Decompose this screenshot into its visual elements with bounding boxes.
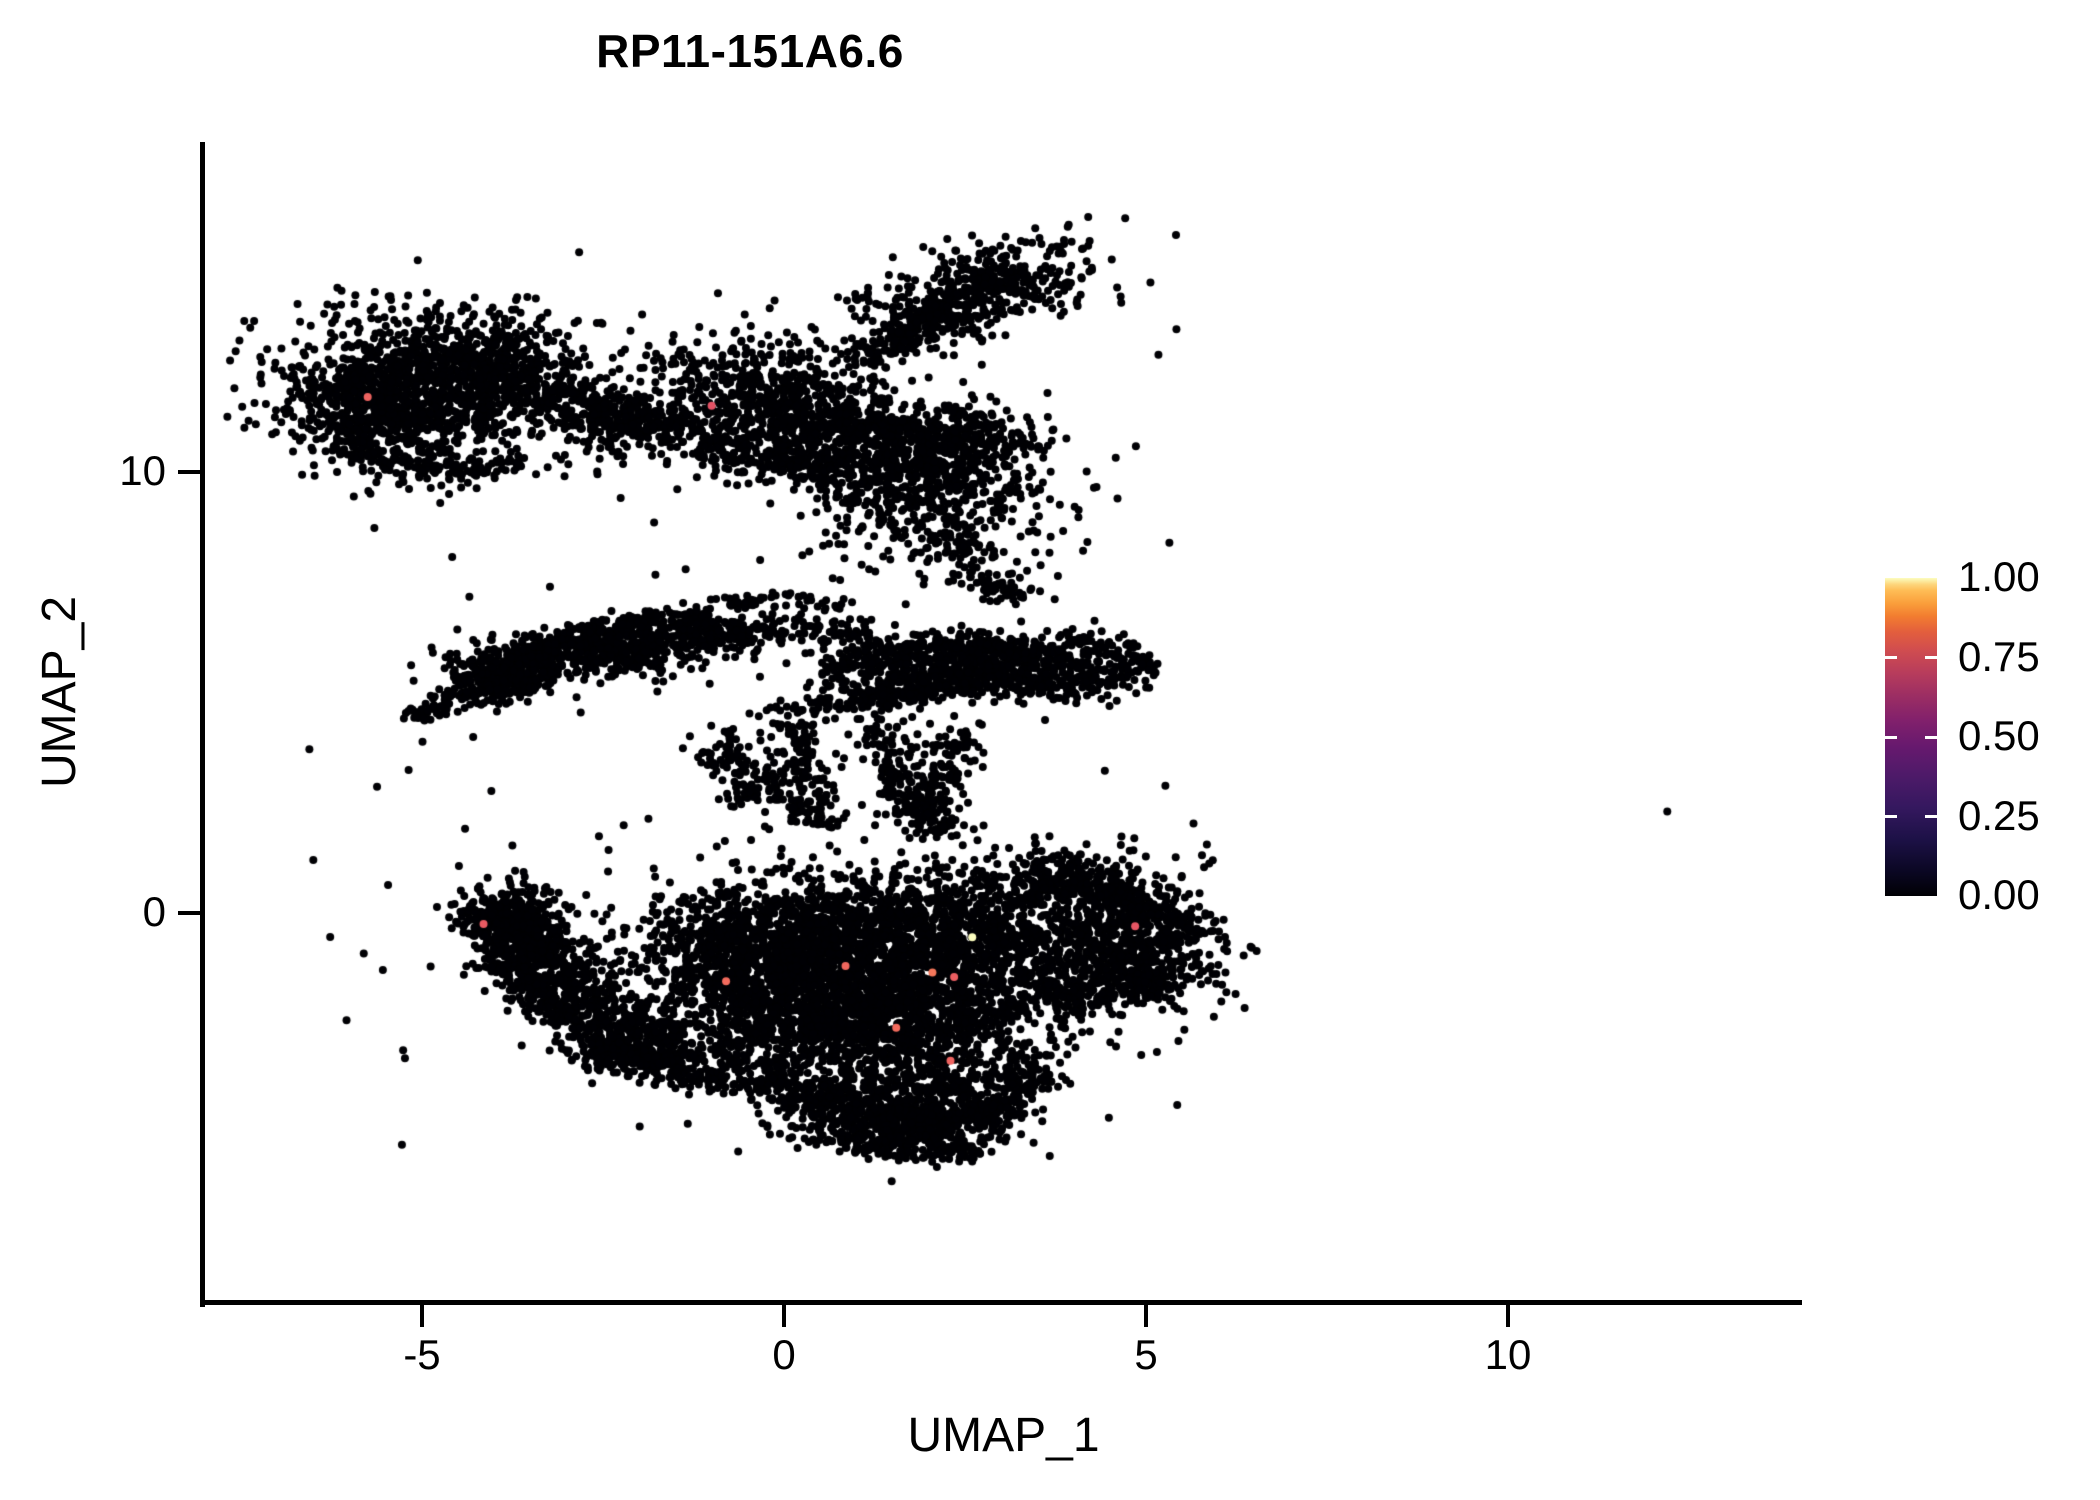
colorbar-tick	[1885, 815, 1897, 818]
colorbar-label: 0.50	[1958, 712, 2040, 759]
colorbar-label: 0.00	[1958, 871, 2040, 918]
page-title: RP11-151A6.6	[596, 25, 904, 77]
x-tick-label: 10	[1484, 1331, 1532, 1378]
x-tick-mark	[1506, 1305, 1510, 1327]
x-tick-mark	[1144, 1305, 1148, 1327]
y-tick-mark	[178, 470, 200, 474]
x-tick-mark	[782, 1305, 786, 1327]
colorbar-legend: 1.00 0.75 0.50 0.25 0.00	[1880, 556, 2090, 916]
scatter-points-canvas	[205, 142, 1802, 1302]
x-axis-line	[200, 1300, 1802, 1305]
colorbar-tick	[1925, 815, 1937, 818]
colorbar-tick	[1925, 735, 1937, 739]
y-axis-line	[200, 142, 205, 1307]
colorbar-label: 0.25	[1958, 791, 2040, 839]
x-axis-title: UMAP_1	[907, 1409, 1100, 1462]
x-tick-label: -5	[403, 1331, 441, 1378]
y-tick-mark	[178, 911, 200, 915]
colorbar-tick	[1885, 735, 1897, 739]
colorbar-label: 0.75	[1958, 632, 2040, 680]
y-tick-label: 10	[119, 447, 166, 494]
colorbar-tick	[1885, 656, 1897, 659]
colorbar-label: 1.00	[1958, 553, 2040, 600]
y-tick-label: 0	[142, 888, 166, 935]
plot-panel	[205, 142, 1802, 1302]
y-axis-title: UMAP_2	[33, 595, 86, 789]
x-tick-label: 5	[1134, 1331, 1158, 1378]
x-tick-mark	[420, 1305, 424, 1327]
x-tick-label: 0	[772, 1331, 796, 1378]
colorbar-tick	[1925, 656, 1937, 659]
